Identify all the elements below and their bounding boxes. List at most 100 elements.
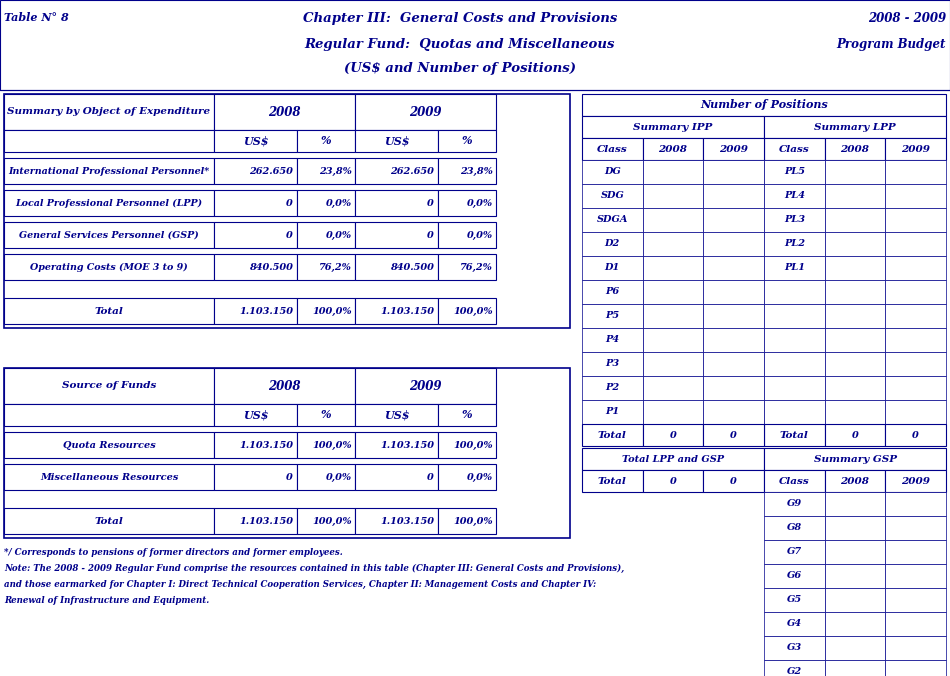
Bar xyxy=(825,564,885,588)
Text: G8: G8 xyxy=(787,523,802,533)
Bar xyxy=(214,94,355,130)
Text: G9: G9 xyxy=(787,500,802,508)
Text: 0: 0 xyxy=(912,431,919,439)
Bar xyxy=(642,138,703,160)
Text: Program Budget: Program Budget xyxy=(837,38,946,51)
Bar xyxy=(214,190,297,216)
Bar xyxy=(355,222,438,248)
Bar xyxy=(703,160,764,184)
Text: 2008: 2008 xyxy=(658,145,688,153)
Bar xyxy=(885,540,946,564)
Bar xyxy=(825,376,885,400)
Bar xyxy=(764,448,946,470)
Bar xyxy=(355,508,438,534)
Text: 0: 0 xyxy=(670,431,676,439)
Bar xyxy=(825,492,885,516)
Bar xyxy=(642,424,703,446)
Text: 100,0%: 100,0% xyxy=(313,306,352,316)
Bar xyxy=(885,256,946,280)
Text: International Professional Personnel*: International Professional Personnel* xyxy=(9,166,210,176)
Text: 0: 0 xyxy=(428,231,434,239)
Bar xyxy=(438,190,496,216)
Text: G3: G3 xyxy=(787,644,802,652)
Bar xyxy=(582,256,642,280)
Text: 23,8%: 23,8% xyxy=(460,166,493,176)
Bar xyxy=(4,508,214,534)
Text: 0,0%: 0,0% xyxy=(326,199,352,208)
Text: PL2: PL2 xyxy=(784,239,805,249)
Bar xyxy=(582,304,642,328)
Text: 2008: 2008 xyxy=(841,145,869,153)
Bar xyxy=(885,470,946,492)
Text: 0: 0 xyxy=(286,231,293,239)
Text: 0,0%: 0,0% xyxy=(466,231,493,239)
Bar xyxy=(4,158,214,184)
Bar xyxy=(825,516,885,540)
Bar xyxy=(764,184,825,208)
Text: 2009: 2009 xyxy=(409,105,442,118)
Bar xyxy=(703,328,764,352)
Text: G7: G7 xyxy=(787,548,802,556)
Text: Total: Total xyxy=(598,431,627,439)
Bar xyxy=(642,232,703,256)
Text: Total: Total xyxy=(95,516,124,525)
Bar xyxy=(297,404,355,426)
Text: Class: Class xyxy=(779,477,809,485)
Bar xyxy=(4,94,570,328)
Bar xyxy=(703,470,764,492)
Text: Summary by Object of Expenditure: Summary by Object of Expenditure xyxy=(8,107,211,116)
Bar xyxy=(885,564,946,588)
Bar xyxy=(885,328,946,352)
Bar xyxy=(4,432,214,458)
Bar xyxy=(438,464,496,490)
Bar xyxy=(825,138,885,160)
Text: 840.500: 840.500 xyxy=(249,262,293,272)
Text: 0,0%: 0,0% xyxy=(466,473,493,481)
Text: G4: G4 xyxy=(787,619,802,629)
Bar xyxy=(764,612,825,636)
Bar xyxy=(297,158,355,184)
Bar xyxy=(764,160,825,184)
Bar xyxy=(825,280,885,304)
Bar xyxy=(582,400,642,424)
Bar xyxy=(703,256,764,280)
Bar xyxy=(825,424,885,446)
Text: 0,0%: 0,0% xyxy=(326,473,352,481)
Bar xyxy=(825,540,885,564)
Text: 262.650: 262.650 xyxy=(390,166,434,176)
Bar xyxy=(582,184,642,208)
Text: 1.103.150: 1.103.150 xyxy=(380,306,434,316)
Text: P2: P2 xyxy=(605,383,619,393)
Text: P3: P3 xyxy=(605,360,619,368)
Bar xyxy=(297,190,355,216)
Bar xyxy=(703,376,764,400)
Bar xyxy=(214,130,297,152)
Text: 0: 0 xyxy=(428,199,434,208)
Text: 840.500: 840.500 xyxy=(390,262,434,272)
Bar xyxy=(703,208,764,232)
Text: 100,0%: 100,0% xyxy=(453,441,493,450)
Bar xyxy=(582,448,764,470)
Bar xyxy=(885,352,946,376)
Bar xyxy=(4,368,214,404)
Bar xyxy=(214,464,297,490)
Bar xyxy=(582,280,642,304)
Bar xyxy=(582,376,642,400)
Bar xyxy=(438,298,496,324)
Bar xyxy=(825,588,885,612)
Bar xyxy=(885,660,946,676)
Bar xyxy=(355,94,496,130)
Bar xyxy=(703,304,764,328)
Bar xyxy=(4,130,214,152)
Text: 1.103.150: 1.103.150 xyxy=(239,441,293,450)
Text: P4: P4 xyxy=(605,335,619,345)
Bar xyxy=(582,208,642,232)
Bar xyxy=(764,232,825,256)
Bar xyxy=(825,256,885,280)
Bar xyxy=(885,208,946,232)
Bar xyxy=(825,612,885,636)
Bar xyxy=(642,352,703,376)
Bar xyxy=(825,184,885,208)
Text: Source of Funds: Source of Funds xyxy=(62,381,156,391)
Text: G6: G6 xyxy=(787,571,802,581)
